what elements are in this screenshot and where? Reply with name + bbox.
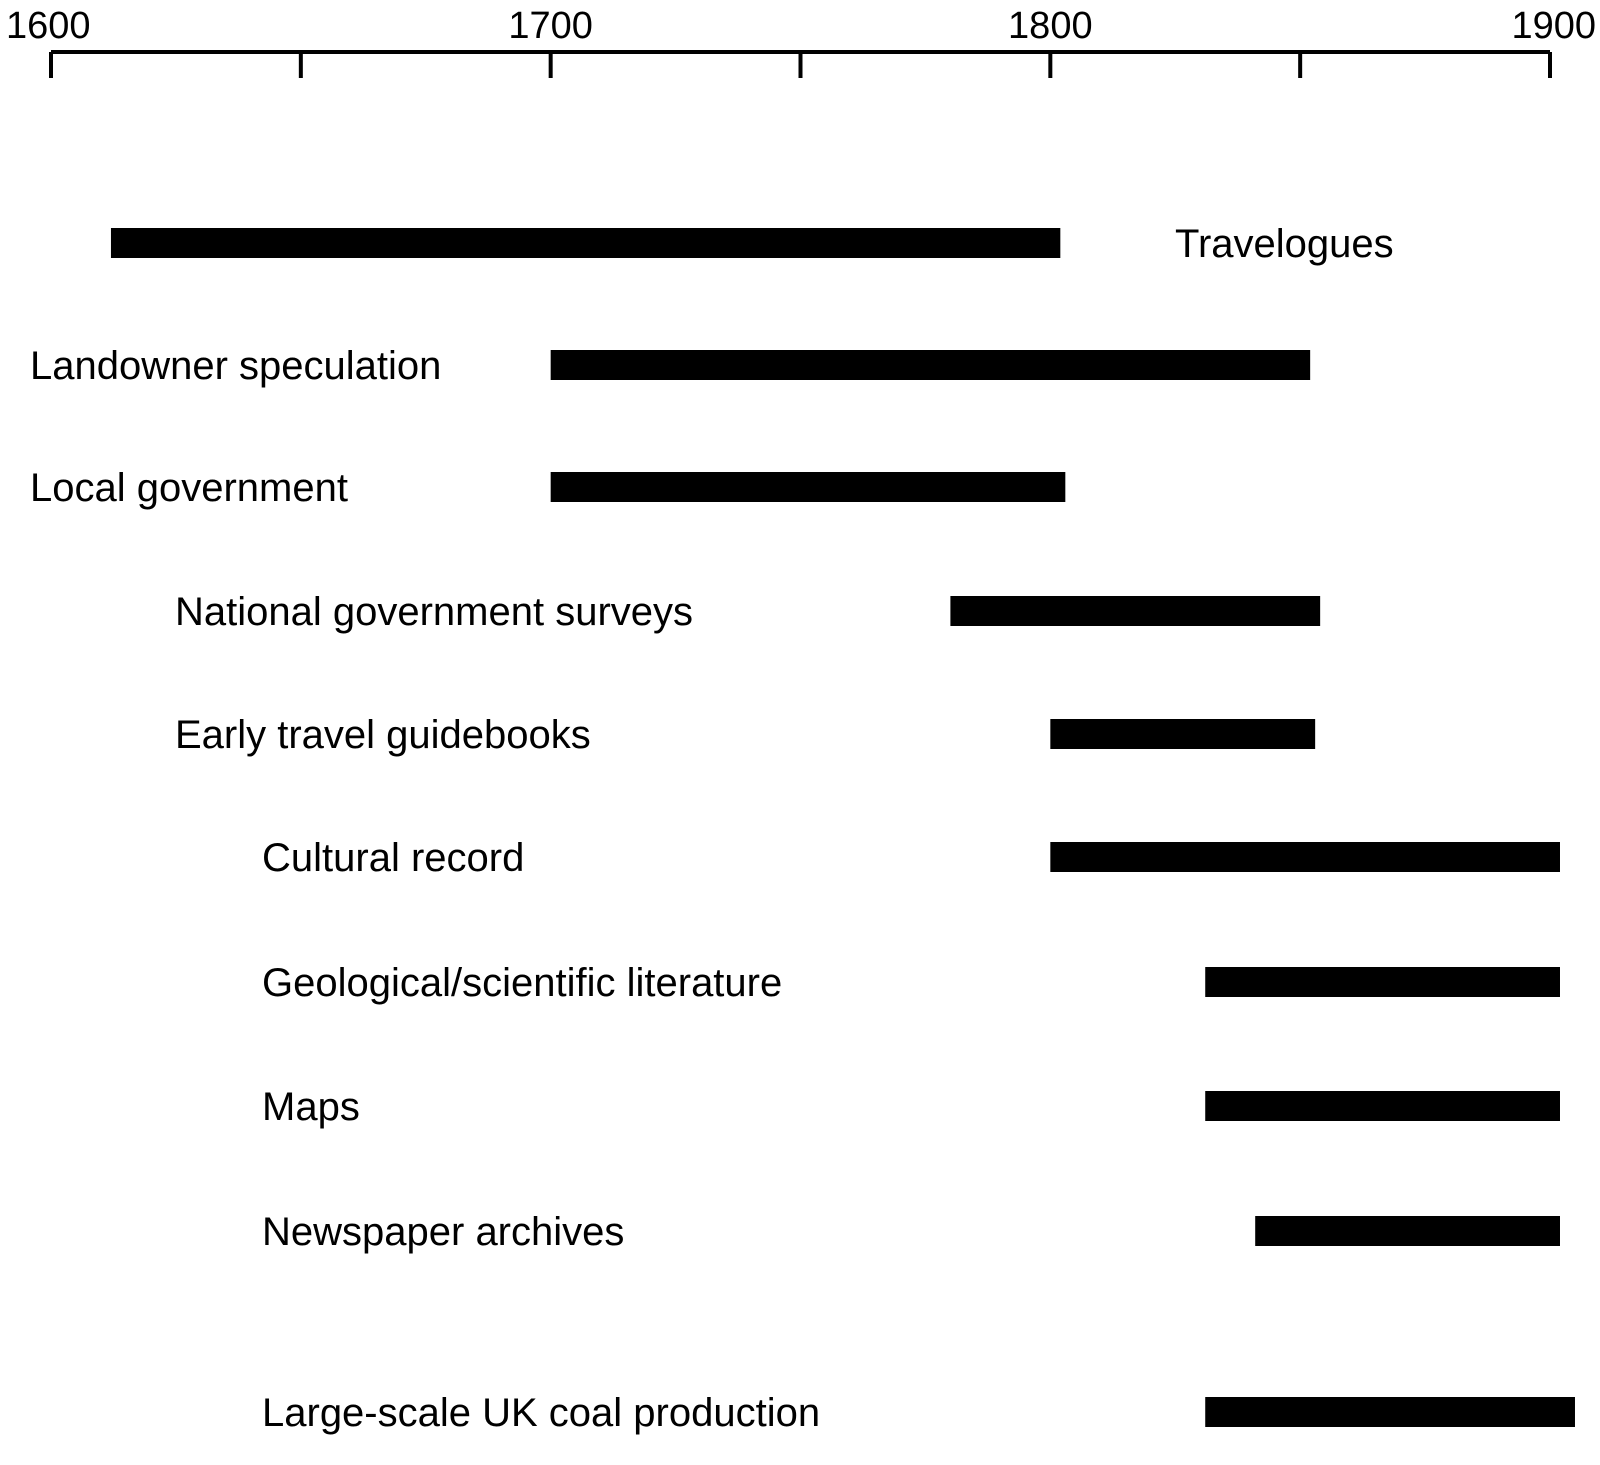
timeline-bar xyxy=(110,228,1061,258)
bar-label: Newspaper archives xyxy=(262,1210,624,1254)
timeline-bar xyxy=(950,596,1321,626)
timeline-bar xyxy=(1205,1091,1560,1121)
bar-label: National government surveys xyxy=(175,590,693,634)
tick-label: 1800 xyxy=(1008,5,1093,47)
timeline-bars xyxy=(110,228,1575,1427)
timeline-bar xyxy=(550,350,1311,380)
x-axis-ticks xyxy=(49,52,1552,78)
timeline-labels: Travelogues Landowner speculation Local go… xyxy=(30,222,1394,1435)
timeline-bar xyxy=(550,472,1066,502)
bar-label: Landowner speculation xyxy=(30,344,441,388)
timeline-bar xyxy=(1255,1216,1560,1246)
bar-label: Geological/scientific literature xyxy=(262,961,782,1005)
bar-label: Travelogues xyxy=(1175,222,1394,266)
bar-label: Maps xyxy=(262,1085,360,1129)
tick-label: 1700 xyxy=(508,5,593,47)
bar-label: Cultural record xyxy=(262,836,524,880)
timeline-bar xyxy=(1050,842,1560,872)
bar-label: Local government xyxy=(30,466,348,510)
timeline-bar xyxy=(1205,967,1560,997)
tick-label: 1900 xyxy=(1511,5,1596,47)
tick-label: 1600 xyxy=(6,5,91,47)
timeline-bar xyxy=(1050,719,1316,749)
timeline-bar xyxy=(1205,1397,1575,1427)
bar-label: Large-scale UK coal production xyxy=(262,1391,820,1435)
x-axis-tick-labels: 1600 1700 1800 1900 xyxy=(6,5,1596,47)
bar-label: Early travel guidebooks xyxy=(175,713,591,757)
